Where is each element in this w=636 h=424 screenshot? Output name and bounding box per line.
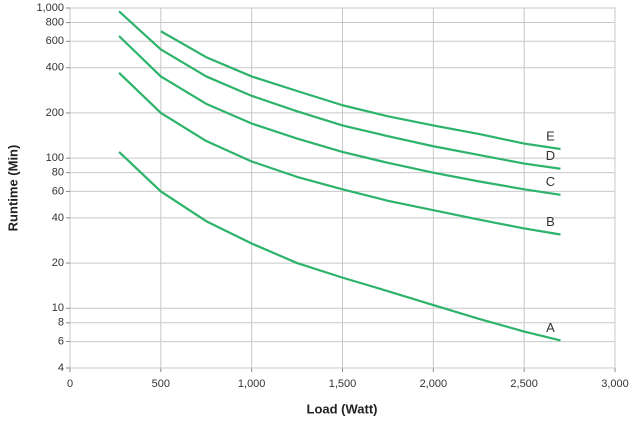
x-axis-title: Load (Watt)	[307, 401, 378, 416]
y-tick-label: 1,000	[36, 2, 64, 14]
series-line	[118, 72, 561, 236]
x-tick-label: 2,500	[510, 378, 538, 390]
series-line	[160, 30, 561, 151]
y-tick-label: 600	[46, 35, 64, 47]
x-tick-label: 0	[67, 378, 73, 390]
y-tick-label: 800	[46, 16, 64, 28]
x-tick-label: 1,000	[238, 378, 266, 390]
y-tick-label: 100	[46, 152, 64, 164]
x-tick-label: 1,500	[329, 378, 357, 390]
y-axis-title: Runtime (Min)	[5, 145, 20, 232]
series-label: D	[546, 148, 555, 163]
y-tick-label: 80	[52, 167, 64, 179]
x-tick-label: 2,000	[420, 378, 448, 390]
series-label: E	[546, 128, 555, 143]
y-tick-label: 200	[46, 107, 64, 119]
y-tick-label: 6	[58, 335, 64, 347]
y-tick-label: 4	[58, 362, 64, 374]
series-line	[118, 10, 561, 170]
y-tick-label: 8	[58, 317, 64, 329]
y-tick-label: 60	[52, 185, 64, 197]
y-tick-label: 40	[52, 212, 64, 224]
x-tick-label: 500	[152, 378, 170, 390]
y-tick-label: 20	[52, 257, 64, 269]
y-tick-label: 10	[52, 302, 64, 314]
series-label: B	[546, 214, 555, 229]
series-line	[118, 151, 561, 342]
series-line	[118, 35, 561, 196]
series-label: C	[546, 174, 555, 189]
series-label: A	[546, 320, 555, 335]
x-tick-label: 3,000	[601, 378, 629, 390]
y-tick-label: 400	[46, 62, 64, 74]
